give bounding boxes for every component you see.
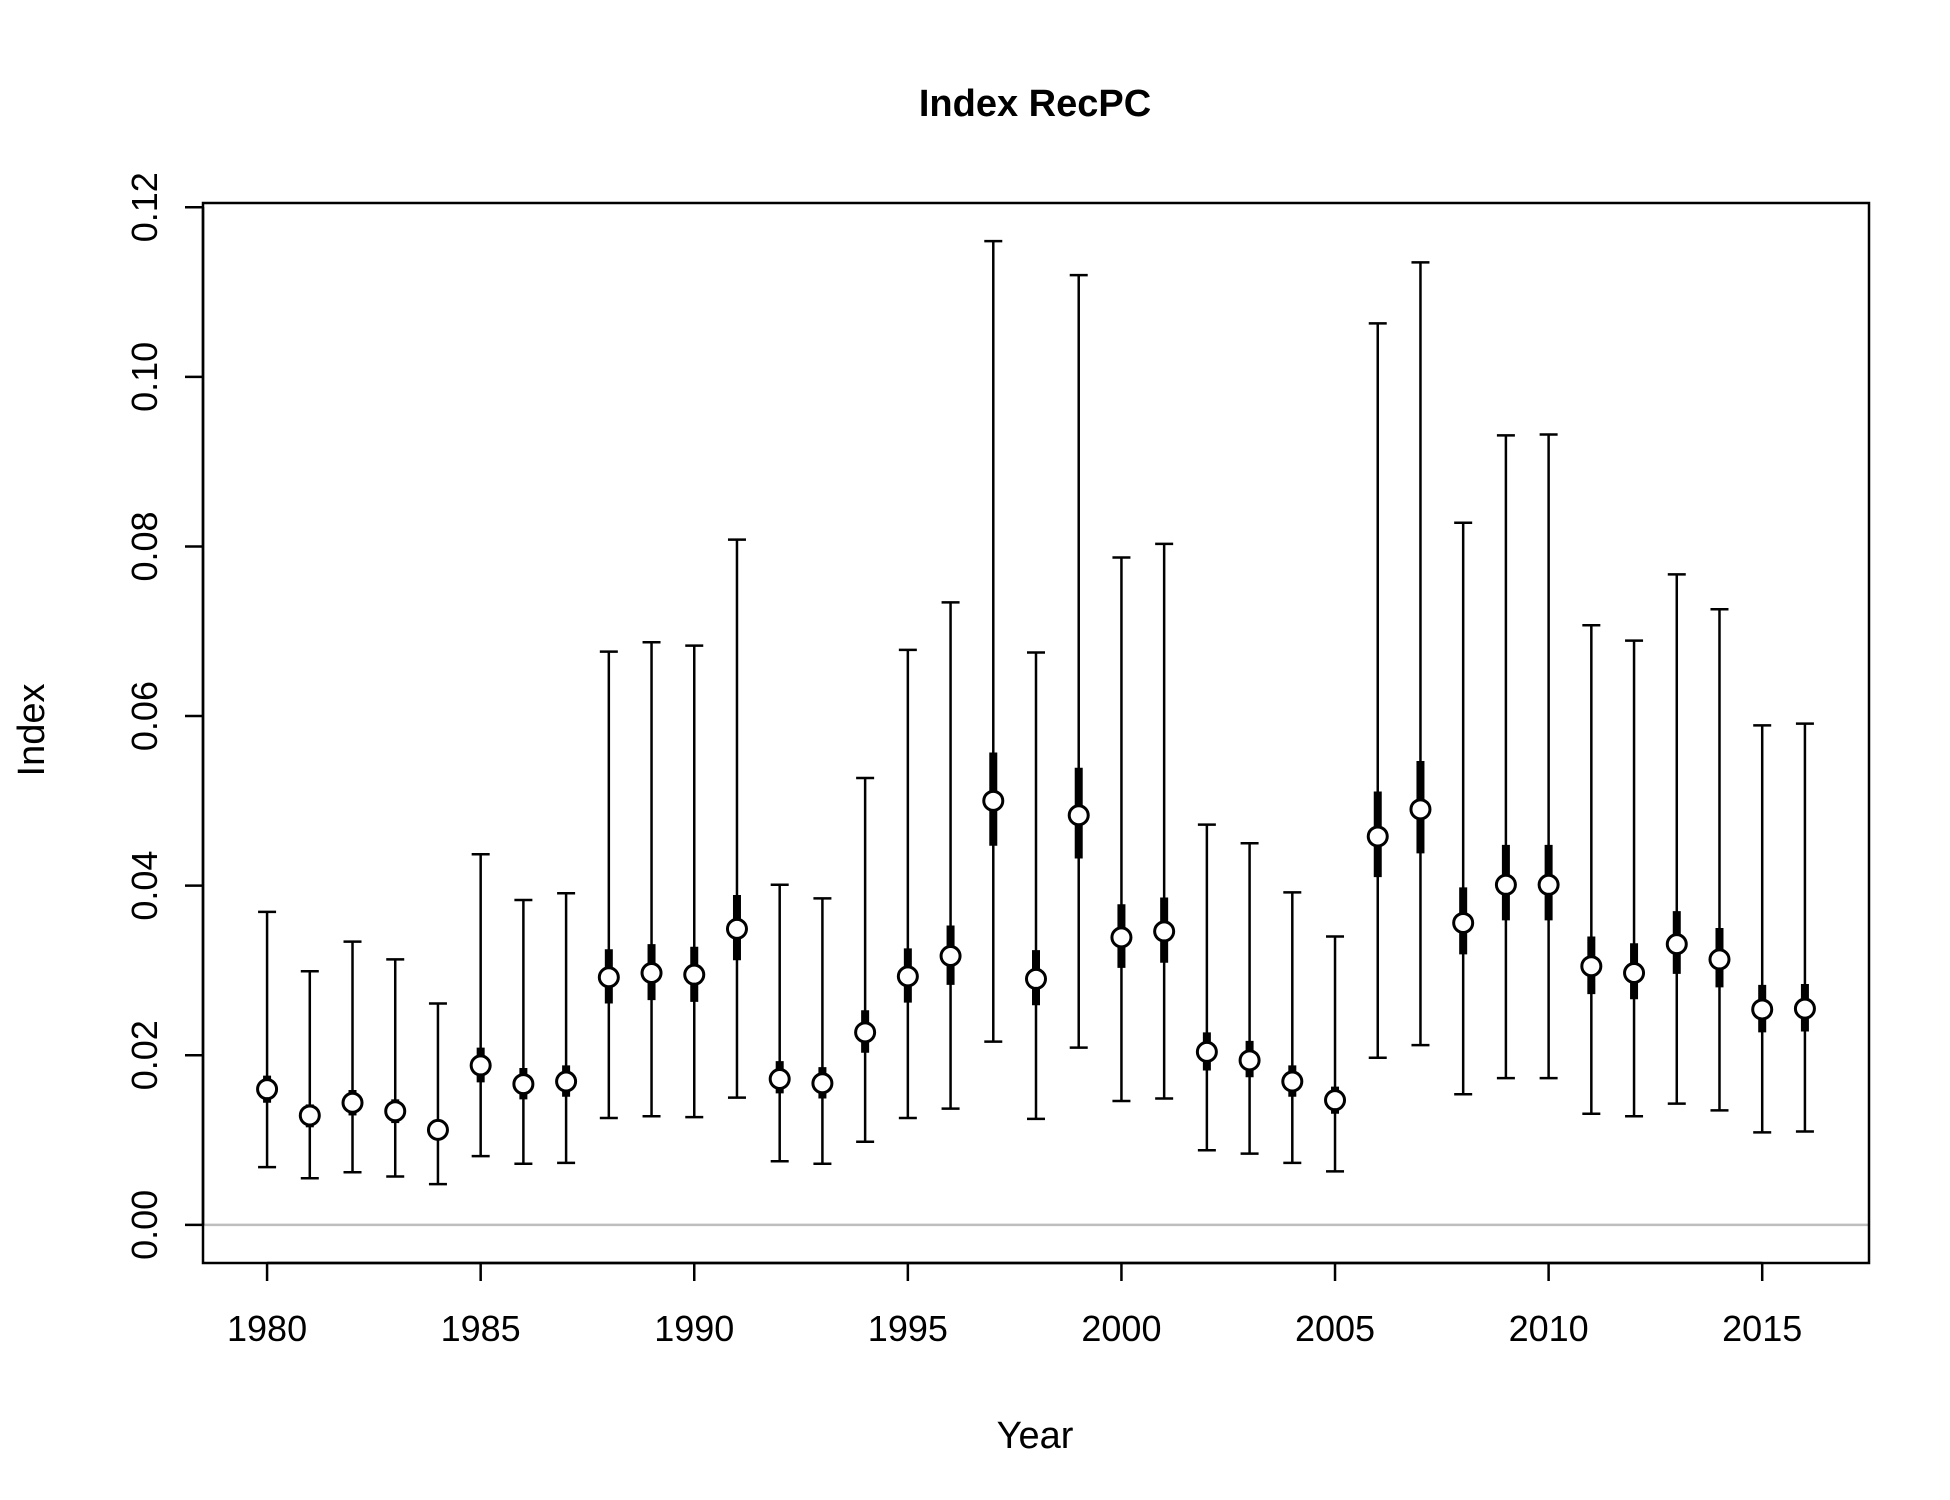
data-point bbox=[1067, 804, 1090, 827]
data-point bbox=[597, 966, 620, 989]
data-point bbox=[982, 789, 1005, 812]
data-point bbox=[811, 1072, 834, 1095]
y-tick-label: 0.04 bbox=[124, 851, 165, 921]
y-tick-label: 0.10 bbox=[124, 342, 165, 412]
data-point bbox=[1409, 798, 1432, 821]
data-point bbox=[768, 1067, 791, 1090]
x-tick-label: 2005 bbox=[1295, 1308, 1375, 1349]
x-tick-label: 2010 bbox=[1509, 1308, 1589, 1349]
data-point bbox=[1153, 920, 1176, 943]
data-point bbox=[683, 963, 706, 986]
data-point bbox=[341, 1091, 364, 1114]
data-point bbox=[1324, 1089, 1347, 1112]
data-point bbox=[854, 1021, 877, 1044]
y-tick-label: 0.00 bbox=[124, 1190, 165, 1260]
data-point bbox=[1708, 948, 1731, 971]
data-point bbox=[512, 1073, 535, 1096]
data-point bbox=[1665, 933, 1688, 956]
data-point bbox=[1366, 825, 1389, 848]
y-tick-label: 0.12 bbox=[124, 172, 165, 242]
data-point bbox=[1793, 997, 1816, 1020]
data-point bbox=[298, 1104, 321, 1127]
data-point bbox=[1110, 926, 1133, 949]
data-point bbox=[1580, 955, 1603, 978]
data-point bbox=[426, 1118, 449, 1141]
plot-marks: 1980 1985 1990 1995 2000 2005 2010 2015 0.00 0.02… bbox=[124, 172, 1871, 1349]
x-tick-label: 1990 bbox=[654, 1308, 734, 1349]
data-point bbox=[469, 1054, 492, 1077]
data-point bbox=[939, 945, 962, 968]
data-point bbox=[1494, 873, 1517, 896]
data-point bbox=[1025, 967, 1047, 990]
data-point bbox=[896, 965, 919, 988]
data-point bbox=[384, 1100, 407, 1123]
y-tick-label: 0.02 bbox=[124, 1020, 165, 1090]
data-point bbox=[1452, 911, 1475, 934]
x-tick-label: 2000 bbox=[1081, 1308, 1161, 1349]
data-point bbox=[725, 917, 748, 940]
y-tick-label: 0.06 bbox=[124, 681, 165, 751]
x-tick-label: 2015 bbox=[1722, 1308, 1802, 1349]
x-axis-label: Year bbox=[997, 1415, 1074, 1457]
y-axis-label: Index bbox=[11, 684, 53, 777]
x-tick-label: 1985 bbox=[441, 1308, 521, 1349]
x-tick-label: 1980 bbox=[227, 1308, 307, 1349]
y-tick-label: 0.08 bbox=[124, 511, 165, 581]
data-point bbox=[1537, 873, 1560, 896]
data-point bbox=[1751, 998, 1774, 1021]
data-point bbox=[640, 961, 663, 984]
data-point bbox=[1238, 1049, 1261, 1072]
chart-title: Index RecPC bbox=[919, 83, 1151, 125]
data-point bbox=[555, 1070, 578, 1093]
data-point bbox=[256, 1078, 279, 1101]
data-point bbox=[1623, 961, 1646, 984]
data-point bbox=[1195, 1040, 1218, 1063]
data-point bbox=[1281, 1070, 1304, 1093]
x-tick-label: 1995 bbox=[868, 1308, 948, 1349]
